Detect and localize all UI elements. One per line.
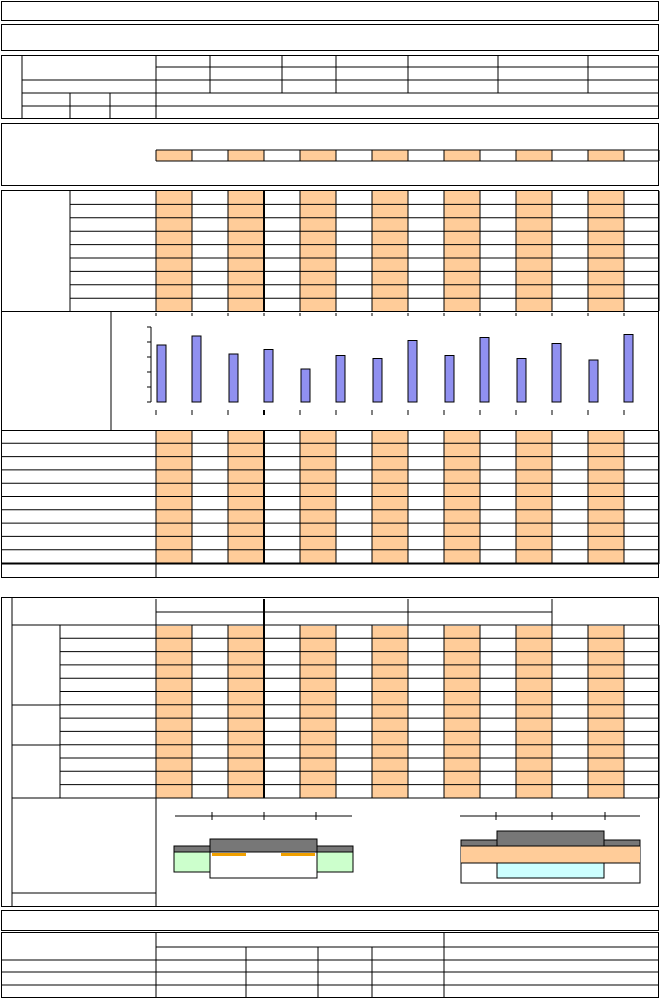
bar — [516, 358, 527, 403]
shaded-cell — [300, 626, 336, 798]
shaded-cell — [588, 191, 624, 311]
bar — [479, 337, 490, 403]
bar — [551, 343, 562, 403]
bar — [372, 358, 383, 403]
diagram-strip — [212, 853, 246, 856]
bar — [228, 353, 239, 403]
shaded-cell — [156, 150, 192, 161]
bar — [623, 334, 634, 403]
diagram-region — [316, 851, 354, 873]
diagram-strip — [281, 853, 315, 856]
diagram-layer — [173, 845, 211, 853]
diagram-gate — [496, 830, 605, 847]
bar — [335, 355, 346, 403]
shaded-cell — [228, 150, 264, 161]
bar — [407, 340, 418, 403]
bar — [588, 359, 599, 403]
diagram-gate — [209, 838, 318, 853]
bar — [300, 368, 311, 403]
shaded-cell — [156, 191, 192, 311]
shaded-cell — [372, 626, 408, 798]
shaded-cell — [588, 626, 624, 798]
shaded-cell — [156, 626, 192, 798]
diagram-region — [209, 851, 318, 879]
shaded-cell — [372, 191, 408, 311]
shaded-cell — [588, 150, 624, 161]
bar — [263, 349, 274, 403]
diagram-region — [461, 846, 640, 863]
cell-border — [1, 910, 659, 931]
cell-border — [1, 55, 659, 119]
bar — [156, 344, 167, 403]
bar — [191, 335, 202, 403]
shaded-cell — [444, 191, 480, 311]
shaded-cell — [300, 150, 336, 161]
shaded-cell — [516, 626, 552, 798]
shaded-cell — [444, 150, 480, 161]
cell-border — [1, 24, 659, 51]
diagram-layer — [603, 839, 641, 847]
shaded-cell — [516, 191, 552, 311]
diagram-layer — [460, 839, 498, 847]
shaded-cell — [300, 191, 336, 311]
shaded-cell — [228, 626, 264, 798]
shaded-cell — [444, 626, 480, 798]
cell-border — [1, 932, 659, 998]
shaded-cell — [516, 150, 552, 161]
shaded-cell — [228, 191, 264, 311]
diagram-region — [496, 862, 605, 879]
diagram-region — [173, 851, 211, 873]
bar — [444, 355, 455, 403]
diagram-layer — [316, 845, 354, 853]
cell-border — [1, 1, 659, 21]
shaded-cell — [372, 150, 408, 161]
